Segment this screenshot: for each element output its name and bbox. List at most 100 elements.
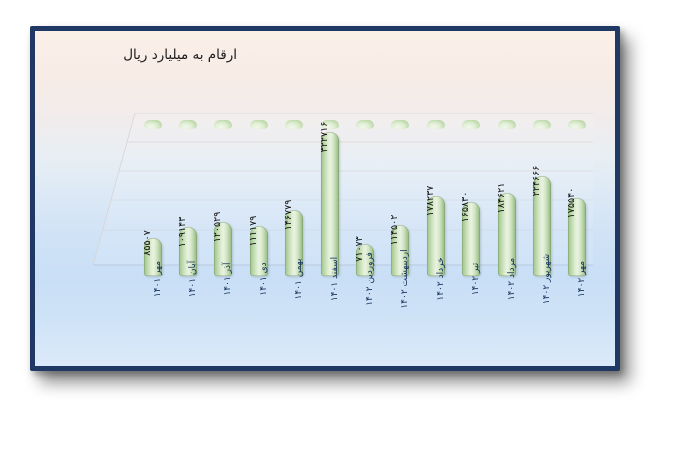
bar-value-label: ۱۴۶۷۷۹ — [283, 200, 295, 231]
category-labels-layer: مهر ۱۴۰۱ آبان ۱۴۰۱ آذر ۱۴۰۱ دی ۱۴۰۱ بهمن ۱۴۰… — [135, 249, 595, 366]
bar-cylinder — [497, 193, 516, 276]
bar-cylinder — [532, 175, 551, 276]
category-label[interactable]: مهر ۱۴۰۱ — [140, 261, 166, 366]
bar-cap — [249, 120, 268, 129]
bar-value-label: ۷۱۰۷۳ — [354, 236, 365, 262]
bar[interactable]: ۱۰۹۱۴۳ — [175, 120, 201, 276]
category-month-name: مرداد — [506, 257, 517, 279]
bar[interactable]: ۱۶۵۸۳۰ — [458, 120, 484, 276]
bar-cap — [143, 120, 162, 129]
bar-value-label: ۸۵۵۰۷ — [141, 230, 153, 256]
category-month-name: مهر — [577, 260, 588, 275]
category-month-name: دی — [258, 262, 269, 274]
bar-cap — [320, 120, 339, 129]
category-label-text: مهر ۱۴۰۱ — [153, 261, 163, 297]
category-label-text: مرداد ۱۴۰۲ — [507, 258, 517, 301]
category-month-name: تیر — [471, 262, 482, 273]
bar-cylinder — [356, 244, 374, 276]
bar-value-label: ۱۶۵۸۳۰ — [460, 191, 472, 223]
bar-value-label: ۱۱۴۵۰۲ — [389, 214, 401, 246]
bar-cap — [462, 120, 481, 129]
category-label[interactable]: بهمن ۱۴۰۱ — [281, 259, 307, 366]
bar[interactable]: ۱۷۵۵۴۰ — [564, 120, 590, 276]
category-label-text: بهمن ۱۴۰۱ — [294, 259, 304, 300]
category-label[interactable]: شهریور ۱۴۰۲ — [529, 254, 555, 366]
bar[interactable]: ۱۲۰۵۲۹ — [210, 120, 236, 276]
category-year: ۱۴۰۱ — [258, 273, 269, 296]
bar-value-label: ۲۲۴۶۶۶ — [530, 165, 542, 196]
bar-cap — [568, 120, 587, 129]
bar-cylinder — [320, 131, 339, 276]
bar-cylinder — [179, 227, 198, 276]
bar-cylinder — [568, 197, 587, 276]
bar-value-label: ۳۲۲۷۱۶ — [318, 121, 330, 153]
bar-cap — [532, 120, 551, 129]
category-label[interactable]: فروردین ۱۴۰۲ — [352, 252, 378, 366]
category-label[interactable]: اسفند ۱۴۰۱ — [317, 257, 343, 366]
bar[interactable]: ۱۸۴۶۲۱ — [494, 120, 520, 276]
bar-cap — [179, 120, 198, 129]
category-month-name: آبان — [188, 260, 199, 276]
gridline-left-edge — [93, 113, 136, 266]
category-label[interactable]: اردیبهشت ۱۴۰۲ — [387, 249, 413, 366]
bar-cylinder — [426, 196, 445, 276]
category-year: ۱۴۰۲ — [471, 272, 482, 296]
bar[interactable]: ۸۵۵۰۷ — [140, 120, 166, 276]
category-label-text: دی ۱۴۰۱ — [259, 262, 269, 295]
category-label-text: آذر ۱۴۰۱ — [223, 262, 233, 295]
bar-cylinder — [143, 237, 162, 276]
category-label[interactable]: دی ۱۴۰۱ — [246, 262, 272, 366]
bar-cap — [214, 120, 233, 129]
category-month-name: خرداد — [435, 257, 446, 279]
chart-frame: ۸۵۵۰۷ ۱۰۹۱۴۳ ۱۲۰۵۲۹ ۱۱۱۱۷۹ ۱۴۶۷۷۹ ۳۲۲۷۱۶ ۷۱۰۷۳… — [30, 26, 620, 371]
category-month-name: مهر — [152, 260, 163, 275]
bar-value-label: ۱۱۱۱۷۹ — [247, 215, 259, 247]
bar[interactable]: ۱۴۶۷۷۹ — [281, 120, 307, 276]
bar-cylinder — [285, 210, 304, 276]
bar[interactable]: ۷۱۰۷۳ — [352, 120, 378, 276]
category-label-text: آبان ۱۴۰۱ — [188, 261, 198, 298]
category-label-text: شهریور ۱۴۰۲ — [542, 254, 552, 304]
bar-value-label: ۱۲۰۵۲۹ — [212, 211, 224, 243]
chart-canvas: ۸۵۵۰۷ ۱۰۹۱۴۳ ۱۲۰۵۲۹ ۱۱۱۱۷۹ ۱۴۶۷۷۹ ۳۲۲۷۱۶ ۷۱۰۷۳… — [35, 31, 615, 366]
bar-value-label: ۱۸۴۶۲۱ — [495, 183, 507, 214]
category-month-name: شهریور — [541, 253, 552, 282]
bar-cap — [356, 120, 374, 129]
bar-value-label: ۱۰۹۱۴۳ — [177, 216, 189, 248]
bar-cylinder — [391, 224, 410, 276]
bar-cap — [391, 120, 410, 129]
category-label[interactable]: خرداد ۱۴۰۲ — [423, 257, 449, 366]
bar[interactable]: ۱۱۱۱۷۹ — [246, 120, 272, 276]
category-month-name: آذر — [223, 262, 234, 274]
category-label-text: اردیبهشت ۱۴۰۲ — [400, 249, 410, 308]
bar-cylinder — [249, 226, 268, 276]
category-year: ۱۴۰۲ — [506, 278, 517, 301]
category-label[interactable]: آبان ۱۴۰۱ — [175, 261, 201, 366]
category-year: ۱۴۰۱ — [294, 277, 305, 300]
category-month-name: فروردین — [365, 252, 375, 284]
bar-cap — [497, 120, 516, 129]
bars-layer: ۸۵۵۰۷ ۱۰۹۱۴۳ ۱۲۰۵۲۹ ۱۱۱۱۷۹ ۱۴۶۷۷۹ ۳۲۲۷۱۶ ۷۱۰۷۳… — [135, 120, 595, 276]
category-year: ۱۴۰۱ — [188, 275, 199, 298]
bar[interactable]: ۱۷۸۲۳۷ — [423, 120, 449, 276]
category-label[interactable]: مرداد ۱۴۰۲ — [494, 258, 520, 366]
category-year: ۱۴۰۲ — [400, 286, 411, 309]
bar[interactable]: ۱۱۴۵۰۲ — [387, 120, 413, 276]
bar[interactable]: ۲۲۴۶۶۶ — [529, 120, 555, 276]
category-year: ۱۴۰۱ — [329, 278, 340, 302]
category-label-text: خرداد ۱۴۰۲ — [436, 257, 446, 300]
category-label[interactable]: مهر ۱۴۰۲ — [564, 261, 590, 366]
category-label-text: مهر ۱۴۰۲ — [577, 261, 587, 297]
category-label-text: تیر ۱۴۰۲ — [471, 263, 481, 295]
category-year: ۱۴۰۱ — [223, 273, 234, 296]
category-label[interactable]: تیر ۱۴۰۲ — [458, 263, 484, 366]
category-month-name: اردیبهشت — [400, 249, 411, 287]
bar-cylinder — [462, 201, 481, 276]
category-label[interactable]: آذر ۱۴۰۱ — [210, 262, 236, 366]
bar-cap — [426, 120, 445, 129]
category-month-name: بهمن — [294, 258, 305, 278]
bar-cylinder — [214, 222, 233, 276]
bar[interactable]: ۳۲۲۷۱۶ — [317, 120, 343, 276]
category-year: ۱۴۰۲ — [577, 274, 588, 298]
category-year: ۱۴۰۲ — [365, 283, 375, 306]
